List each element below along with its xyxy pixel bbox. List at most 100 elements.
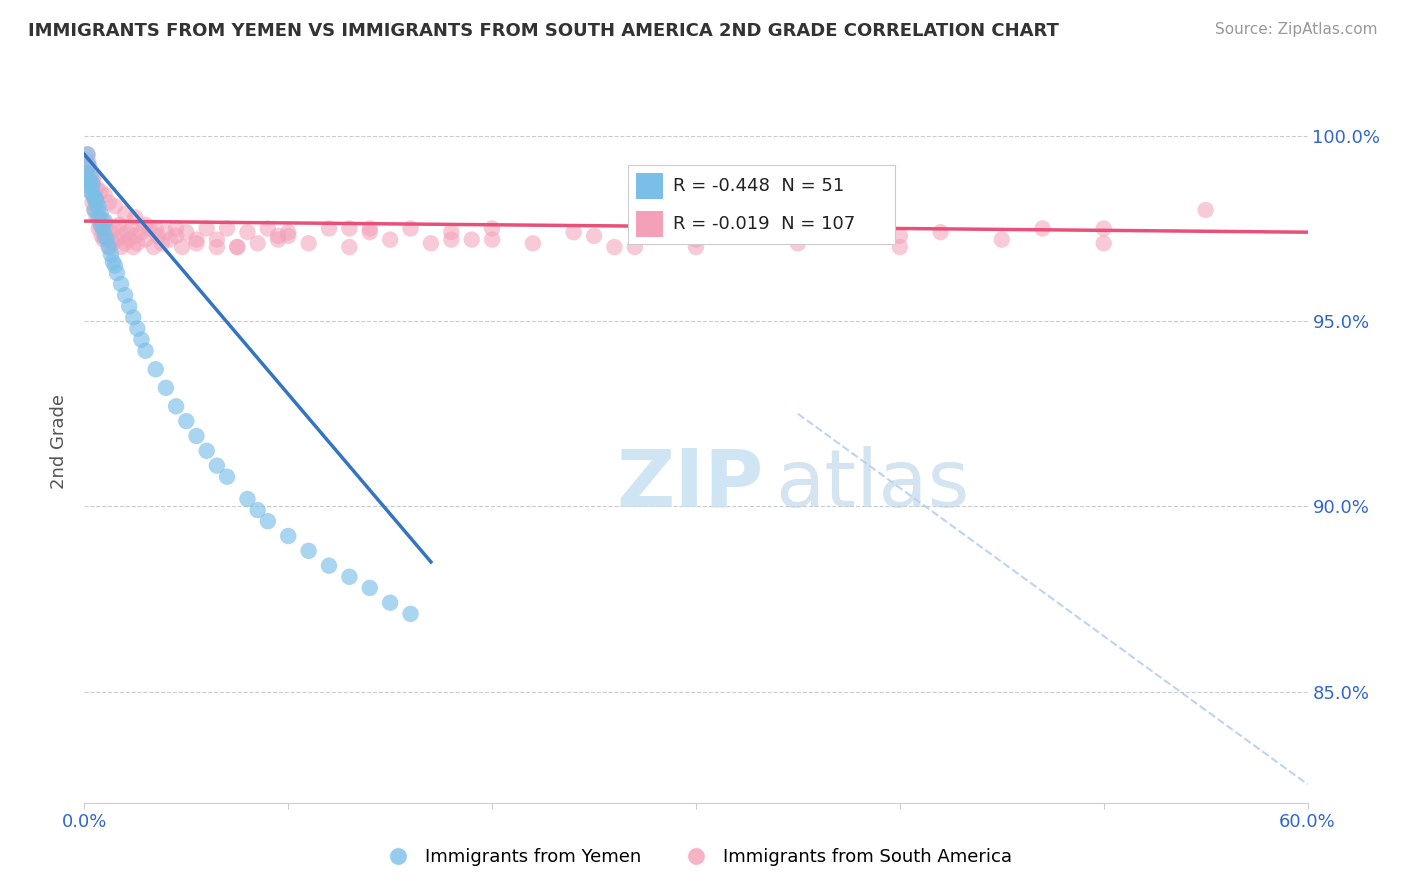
Bar bbox=[636, 211, 662, 236]
Point bbox=[93, 228, 115, 243]
Point bbox=[86, 195, 108, 210]
Point bbox=[217, 469, 239, 483]
Point bbox=[267, 233, 290, 247]
Point bbox=[79, 169, 101, 184]
Point bbox=[205, 240, 228, 254]
Point bbox=[80, 180, 103, 194]
Point bbox=[787, 236, 810, 251]
Point bbox=[122, 240, 145, 254]
Point bbox=[118, 299, 141, 313]
Point bbox=[86, 202, 108, 217]
Point bbox=[76, 147, 98, 161]
Point bbox=[131, 225, 153, 239]
Point bbox=[481, 233, 503, 247]
Point bbox=[159, 233, 181, 247]
Point bbox=[186, 233, 208, 247]
Point bbox=[1092, 221, 1115, 235]
Point bbox=[100, 247, 122, 261]
Legend: Immigrants from Yemen, Immigrants from South America: Immigrants from Yemen, Immigrants from S… bbox=[373, 841, 1019, 873]
Point bbox=[96, 233, 118, 247]
Point bbox=[83, 188, 105, 202]
Point bbox=[105, 266, 128, 280]
Point bbox=[205, 233, 228, 247]
Point bbox=[77, 159, 100, 173]
Point bbox=[97, 240, 120, 254]
Point bbox=[889, 240, 911, 254]
Point bbox=[77, 154, 100, 169]
Point bbox=[79, 173, 101, 187]
Bar bbox=[636, 173, 662, 199]
Point bbox=[80, 177, 103, 191]
Point bbox=[97, 240, 120, 254]
Point bbox=[339, 570, 361, 584]
Point bbox=[122, 310, 145, 325]
Point bbox=[135, 343, 157, 358]
Text: Source: ZipAtlas.com: Source: ZipAtlas.com bbox=[1215, 22, 1378, 37]
Point bbox=[298, 236, 321, 251]
Point bbox=[87, 221, 110, 235]
Point bbox=[991, 233, 1014, 247]
Text: atlas: atlas bbox=[776, 446, 970, 524]
Point bbox=[84, 192, 107, 206]
Point bbox=[685, 233, 707, 247]
Point bbox=[101, 255, 124, 269]
Point bbox=[82, 195, 104, 210]
Point bbox=[90, 207, 112, 221]
Point bbox=[84, 192, 107, 206]
Point bbox=[380, 596, 402, 610]
Point bbox=[145, 362, 167, 376]
Text: R = -0.019  N = 107: R = -0.019 N = 107 bbox=[673, 215, 856, 233]
Point bbox=[120, 221, 142, 235]
Point bbox=[828, 221, 851, 235]
Point bbox=[583, 228, 606, 243]
Point bbox=[174, 225, 197, 239]
Point bbox=[246, 503, 269, 517]
Text: IMMIGRANTS FROM YEMEN VS IMMIGRANTS FROM SOUTH AMERICA 2ND GRADE CORRELATION CHA: IMMIGRANTS FROM YEMEN VS IMMIGRANTS FROM… bbox=[28, 22, 1059, 40]
Point bbox=[644, 221, 666, 235]
Point bbox=[359, 221, 381, 235]
Point bbox=[380, 233, 402, 247]
Point bbox=[339, 221, 361, 235]
Point bbox=[359, 581, 381, 595]
Point bbox=[155, 225, 177, 239]
Point bbox=[399, 221, 422, 235]
Point bbox=[359, 225, 381, 239]
Point bbox=[93, 188, 115, 202]
Point bbox=[481, 221, 503, 235]
Point bbox=[236, 491, 259, 506]
Point bbox=[522, 236, 544, 251]
Point bbox=[87, 211, 110, 225]
Point bbox=[889, 228, 911, 243]
Point bbox=[97, 195, 120, 210]
Point bbox=[195, 443, 218, 458]
Point bbox=[174, 414, 197, 428]
Point bbox=[112, 228, 135, 243]
Point bbox=[1092, 236, 1115, 251]
Point bbox=[76, 147, 98, 161]
Point bbox=[603, 240, 626, 254]
Point bbox=[848, 228, 870, 243]
Point bbox=[624, 240, 647, 254]
Point bbox=[105, 233, 128, 247]
Point bbox=[399, 607, 422, 621]
Point bbox=[236, 225, 259, 239]
Point bbox=[298, 544, 321, 558]
Point bbox=[118, 233, 141, 247]
Point bbox=[83, 169, 105, 184]
Point bbox=[79, 185, 101, 199]
Point bbox=[165, 221, 187, 235]
Point bbox=[685, 240, 707, 254]
Point bbox=[145, 221, 167, 235]
Point bbox=[146, 228, 169, 243]
Point bbox=[172, 240, 194, 254]
Point bbox=[461, 233, 484, 247]
Point bbox=[115, 225, 138, 239]
Point bbox=[127, 321, 149, 335]
Point bbox=[93, 233, 115, 247]
Point bbox=[104, 199, 127, 213]
Point bbox=[440, 233, 463, 247]
Point bbox=[440, 225, 463, 239]
Point bbox=[246, 236, 269, 251]
Point bbox=[165, 228, 187, 243]
Point bbox=[257, 221, 280, 235]
